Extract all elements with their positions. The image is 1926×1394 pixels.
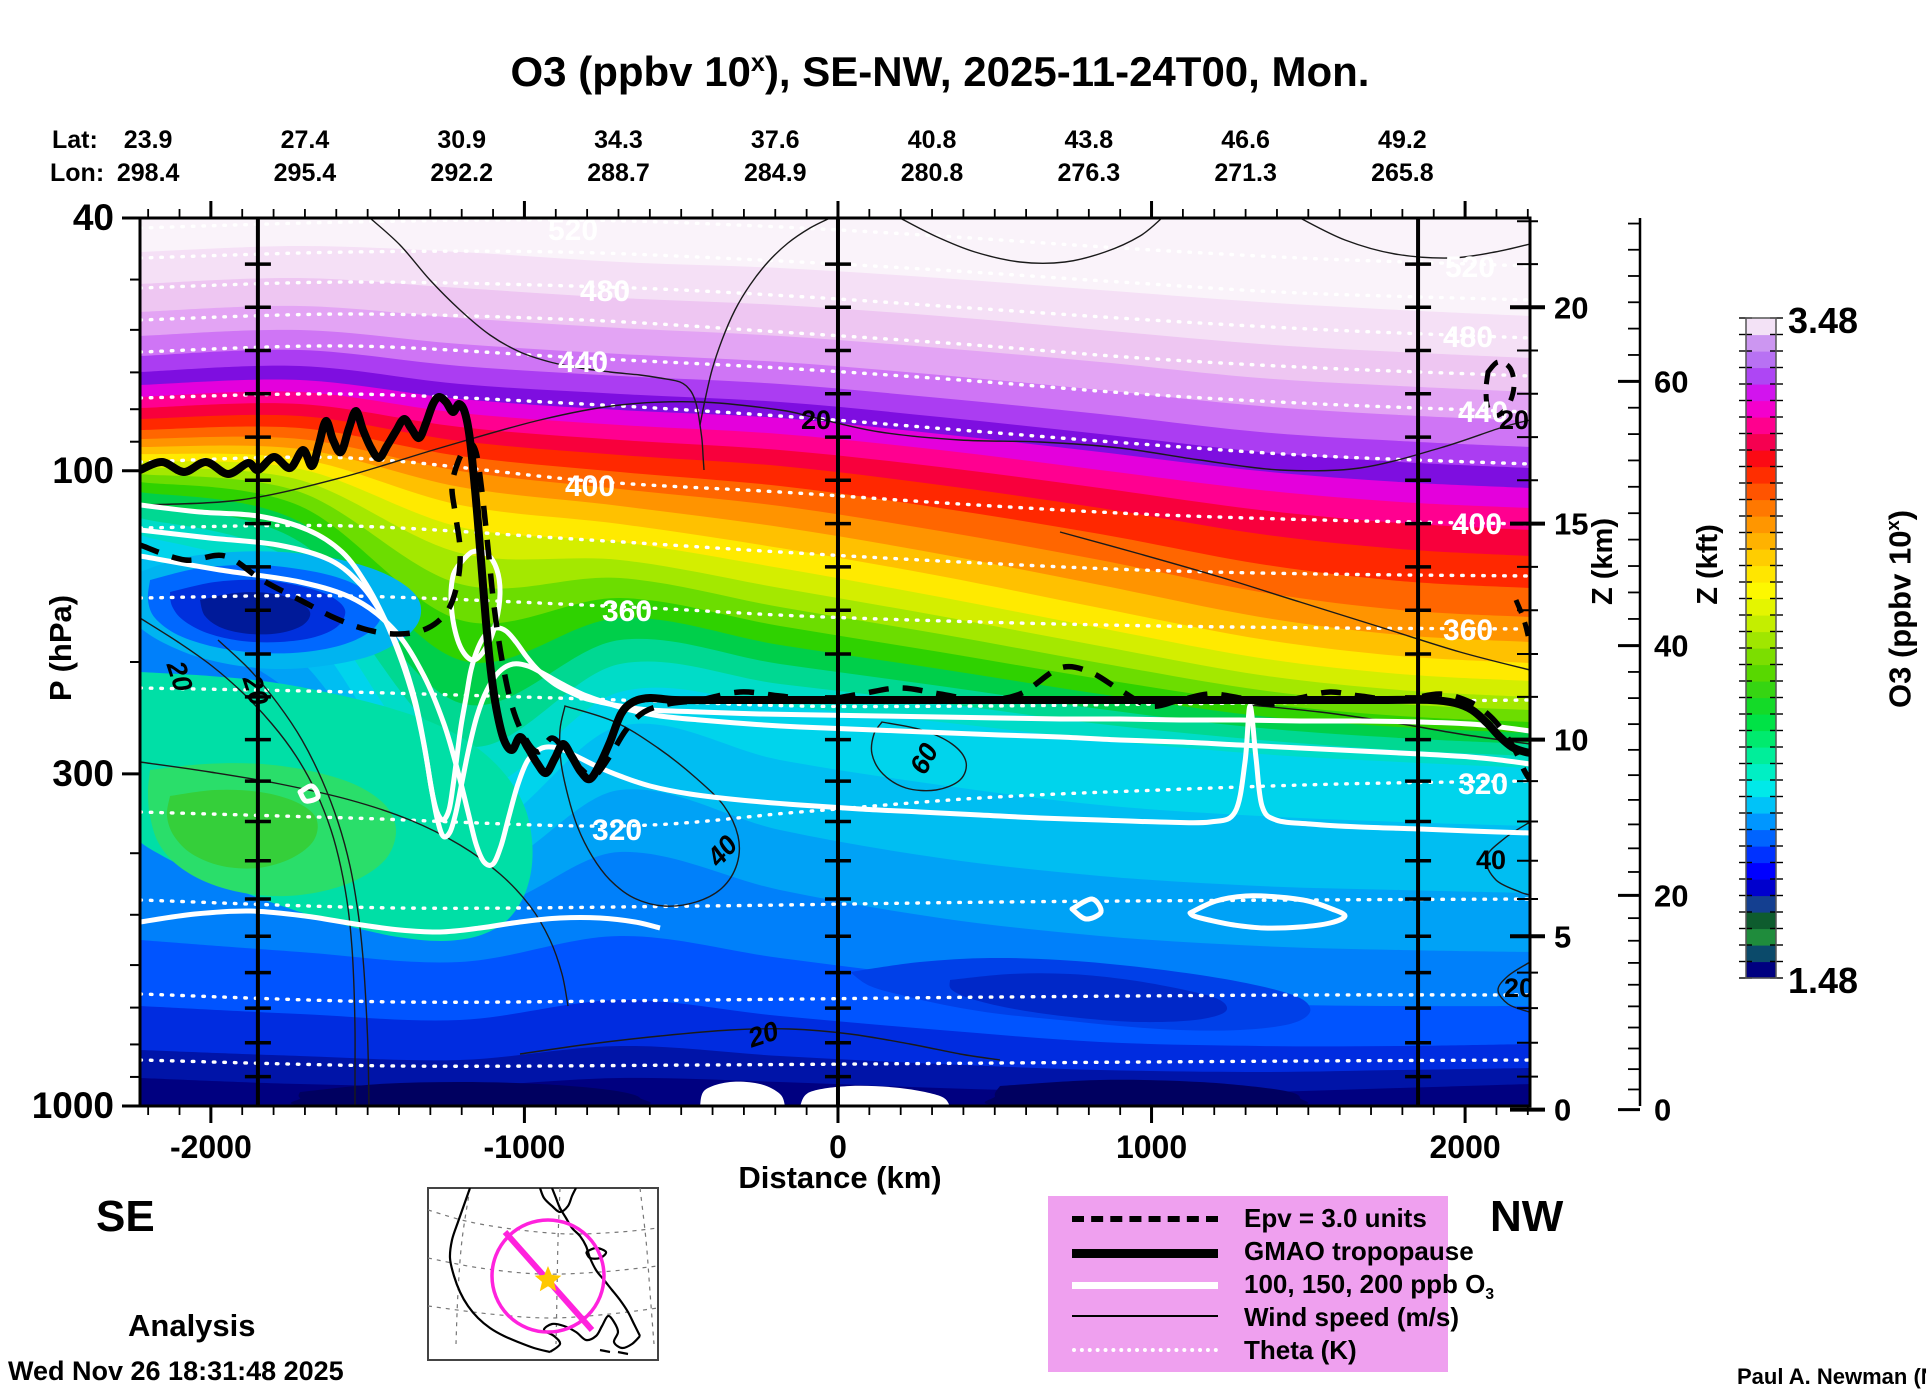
svg-text:440: 440 (558, 346, 608, 379)
legend-label: GMAO tropopause (1244, 1236, 1474, 1266)
chart-title: O3 (ppbv 10x), SE-NW, 2025-11-24T00, Mon… (510, 48, 1370, 95)
legend-row-theta: Theta (K) (1048, 1334, 1448, 1366)
lon-value: 284.9 (743, 159, 807, 187)
svg-text:40: 40 (73, 197, 114, 238)
lon-value: 298.4 (116, 159, 180, 187)
svg-text:400: 400 (565, 470, 615, 503)
svg-text:20: 20 (1554, 290, 1588, 325)
svg-text:300: 300 (52, 753, 114, 794)
credit: Paul A. Newman (NASA (1737, 1364, 1926, 1389)
z-km-axis-title: Z (km) (1587, 518, 1619, 605)
svg-text:0: 0 (1654, 1093, 1671, 1128)
lat-value: 34.3 (594, 126, 643, 154)
svg-text:40: 40 (1654, 629, 1688, 664)
colorbar-min-label: 1.48 (1788, 960, 1859, 1001)
legend-row-trop: GMAO tropopause (1048, 1235, 1474, 1267)
svg-text:60: 60 (1654, 364, 1688, 399)
colorbar (1739, 317, 1783, 979)
legend-label: Wind speed (m/s) (1244, 1302, 1460, 1332)
pressure-axis-title: P (hPa) (43, 594, 79, 702)
lat-value: 27.4 (280, 126, 330, 154)
theta-line-sample (1072, 1348, 1218, 1352)
legend-row-wind: Wind speed (m/s) (1048, 1301, 1459, 1333)
svg-text:520: 520 (1445, 251, 1495, 284)
epv-line-sample (1072, 1216, 1218, 1222)
lon-value: 295.4 (273, 159, 337, 187)
svg-text:360: 360 (1443, 614, 1493, 647)
svg-text:10: 10 (1554, 723, 1588, 758)
svg-text:5: 5 (1554, 919, 1571, 954)
svg-text:-2000: -2000 (170, 1129, 252, 1165)
lon-value: 265.8 (1371, 159, 1434, 187)
lat-value: 40.8 (907, 126, 957, 154)
lon-value: 280.8 (900, 159, 964, 187)
svg-text:1000: 1000 (32, 1085, 114, 1126)
legend-label: 100, 150, 200 ppb O3 (1244, 1269, 1495, 1304)
svg-text:20: 20 (1504, 973, 1534, 1003)
analysis-label: Analysis (128, 1308, 256, 1343)
lon-value: 271.3 (1214, 159, 1277, 187)
legend-label: Theta (K) (1244, 1335, 1357, 1365)
se-endpoint-label: SE (96, 1192, 155, 1241)
svg-text:520: 520 (548, 214, 598, 247)
legend-row-epv: Epv = 3.0 units (1048, 1202, 1448, 1234)
lat-value: 23.9 (123, 126, 173, 154)
map-star-marker (534, 1266, 562, 1292)
lon-value: 292.2 (430, 159, 493, 187)
trop-line-sample (1072, 1249, 1218, 1258)
nw-endpoint-label: NW (1490, 1192, 1564, 1241)
lat-value: 30.9 (437, 126, 487, 154)
lat-value: 43.8 (1064, 126, 1114, 154)
svg-text:360: 360 (602, 595, 652, 628)
svg-text:400: 400 (1452, 508, 1502, 541)
svg-text:20: 20 (1499, 405, 1529, 435)
lon-value: 288.7 (587, 159, 650, 187)
colorbar-title: O3 (ppbv 10x) (1882, 509, 1918, 708)
z-kft-axis-title: Z (kft) (1691, 524, 1724, 605)
legend-row-o3: 100, 150, 200 ppb O3 (1048, 1268, 1494, 1303)
svg-text:15: 15 (1554, 507, 1588, 542)
svg-text:1000: 1000 (1116, 1129, 1187, 1165)
svg-text:480: 480 (1443, 321, 1493, 354)
lat-value: 46.6 (1221, 126, 1270, 154)
gmao-tropopause-line (140, 393, 1530, 784)
svg-text:440: 440 (1458, 396, 1508, 429)
legend-box: Epv = 3.0 units GMAO tropopause 100, 150, … (1048, 1196, 1494, 1372)
svg-text:0: 0 (829, 1129, 847, 1165)
contour-field: 520 520 480 480 440 440 400 400 360 360 320 320 20 20… (140, 214, 1534, 1106)
lon-row-prefix: Lon: (50, 159, 105, 187)
svg-text:40: 40 (1476, 845, 1506, 875)
svg-text:20: 20 (801, 405, 831, 435)
legend-label: Epv = 3.0 units (1244, 1203, 1427, 1233)
timestamp: Wed Nov 26 18:31:48 2025 (8, 1356, 344, 1386)
o3-line-sample (1072, 1282, 1218, 1289)
lat-value: 49.2 (1378, 126, 1427, 154)
svg-text:-1000: -1000 (483, 1129, 565, 1165)
svg-text:100: 100 (52, 450, 114, 491)
svg-text:320: 320 (1458, 768, 1508, 801)
colorbar-max-label: 3.48 (1788, 300, 1859, 341)
svg-text:320: 320 (592, 814, 642, 847)
svg-text:2000: 2000 (1429, 1129, 1500, 1165)
svg-text:480: 480 (580, 275, 630, 308)
lon-value: 276.3 (1057, 159, 1121, 187)
axes: -2000 -1000 0 1000 2000 40 100 300 1000 0 5 10 15 20 0… (32, 197, 1689, 1165)
distance-axis-title: Distance (km) (738, 1160, 942, 1195)
inset-map (427, 1187, 659, 1361)
svg-text:0: 0 (1554, 1093, 1571, 1128)
svg-text:20: 20 (1654, 878, 1688, 913)
lat-row-prefix: Lat: (52, 126, 98, 154)
lat-value: 37.6 (750, 126, 800, 154)
map-range-circle (490, 1218, 606, 1334)
wind-line-sample (1072, 1315, 1218, 1317)
